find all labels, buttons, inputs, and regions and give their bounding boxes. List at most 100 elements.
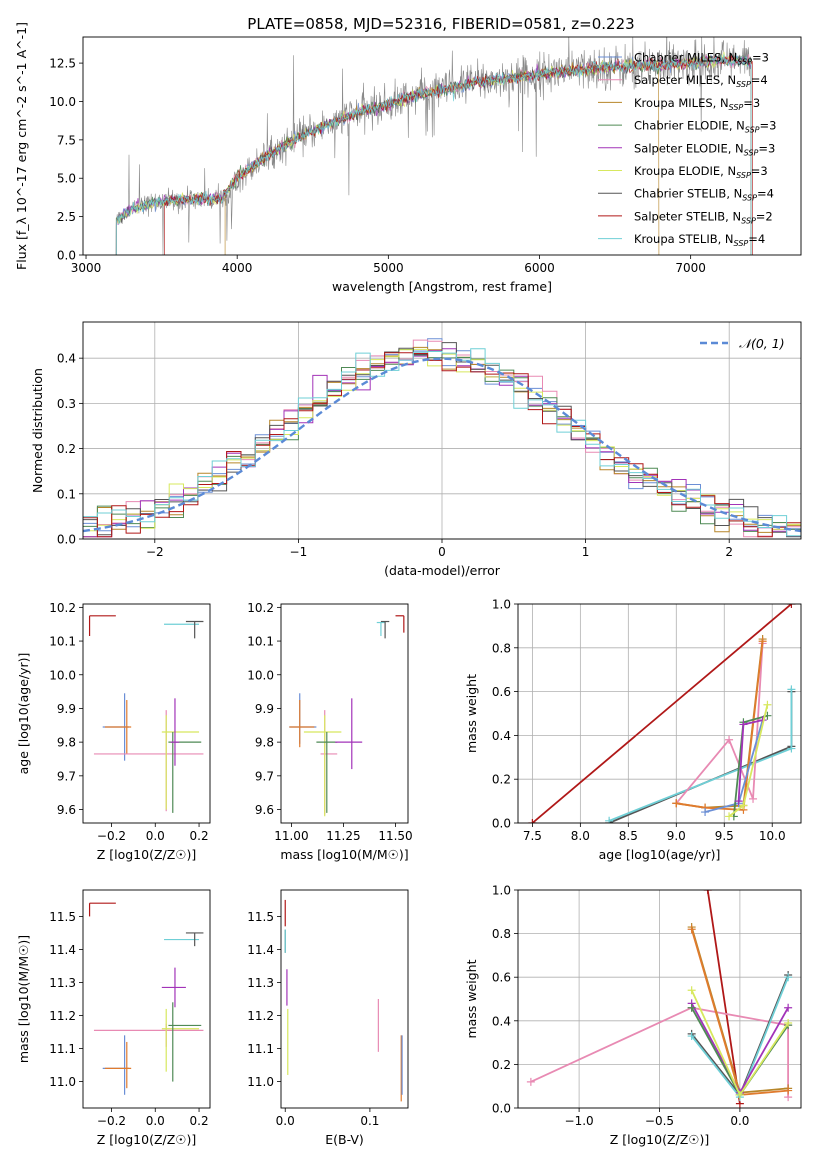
series-point (784, 1086, 793, 1095)
x-tick-label: 0.0 (146, 1114, 165, 1128)
y-axis-label: mass [log10(M/M☉)] (16, 935, 31, 1063)
y-tick-label: 11.0 (49, 1075, 76, 1089)
y-tick-label: 11.1 (49, 1042, 76, 1056)
spectrum-panel: 3000 4000 5000 6000 7000 0.0 2.5 5.0 7.5 10.0 12.5… (14, 22, 802, 294)
legend-label: Chabrier STELIB, NSSP=4 (634, 187, 774, 203)
x-tick-label: 11.25 (326, 829, 360, 843)
legend-label: 𝒩(0, 1) (739, 336, 785, 351)
y-tick-label: 0.2 (492, 1058, 511, 1072)
chart-title: PLATE=0858, MJD=52316, FIBERID=0581, z=0… (247, 15, 634, 33)
histogram-salpeter-stelib (83, 352, 801, 538)
series-line (608, 691, 793, 823)
x-tick-label: 6000 (524, 261, 555, 275)
y-axis-label: Flux [f_λ 10^-17 erg cm^-2 s^-1 A^-1] (14, 22, 29, 270)
y-tick-label: 2.5 (57, 210, 76, 224)
legend-label: Salpeter ELODIE, NSSP=3 (634, 141, 775, 157)
series-point (784, 1003, 793, 1012)
y-tick-label: 11.2 (49, 1009, 76, 1023)
y-tick-label: 0.4 (492, 729, 511, 743)
y-tick-label: 10.0 (49, 95, 76, 109)
series-point (687, 1003, 696, 1012)
age-vs-mass-panel: 11.00 11.25 11.50 9.6 9.7 9.8 9.9 10.0 10.1 10.2 m… (247, 601, 412, 862)
series-point (687, 1032, 696, 1041)
y-tick-label: 11.4 (49, 943, 76, 957)
y-axis-label: age [log10(age/yr)] (16, 653, 31, 775)
x-tick-label: 0.0 (146, 829, 165, 843)
gaussian-curve (83, 357, 801, 533)
x-tick-label: 0.2 (190, 829, 209, 843)
plot-area (115, 37, 753, 255)
y-tick-label: 0.0 (492, 817, 511, 831)
y-tick-label: 11.3 (49, 976, 76, 990)
x-axis-label: wavelength [Angstrom, rest frame] (332, 279, 552, 294)
series-line (530, 1006, 789, 1098)
y-tick-label: 9.7 (255, 769, 274, 783)
series-point (687, 986, 696, 995)
y-axis-label: mass weight (464, 674, 479, 753)
y-tick-label: 0.6 (492, 971, 511, 985)
y-axis-label: mass weight (464, 959, 479, 1038)
mass-vs-z-panel: −0.2 0.0 0.2 11.0 11.1 11.2 11.3 11.4 11.5 Z [log… (16, 889, 211, 1147)
x-tick-label: 8.5 (619, 829, 638, 843)
y-tick-label: 7.5 (57, 133, 76, 147)
y-tick-label: 1.0 (492, 884, 511, 898)
x-tick-label: 7.5 (523, 829, 542, 843)
x-tick-label: 2 (725, 545, 733, 559)
y-tick-label: 9.8 (255, 736, 274, 750)
x-axis-label: Z [log10(Z/Z☉)] (97, 847, 197, 862)
y-tick-label: 10.2 (247, 601, 274, 615)
residuals-panel: −2 −1 0 1 2 0.0 0.1 0.2 0.3 0.4 (data-model)/error… (30, 321, 802, 578)
x-axis-label: (data-model)/error (384, 563, 501, 578)
y-tick-label: 9.9 (255, 702, 274, 716)
series-point (784, 973, 793, 982)
x-tick-label: −0.5 (645, 1114, 674, 1128)
y-tick-label: 0.8 (492, 641, 511, 655)
y-tick-label: 0.0 (57, 249, 76, 263)
y-tick-label: 11.4 (247, 943, 274, 957)
y-tick-label: 0.4 (57, 352, 76, 366)
axes-frame (280, 889, 409, 1109)
plot-area (88, 902, 204, 1095)
x-axis-label: age [log10(age/yr)] (599, 847, 721, 862)
series-line (531, 604, 792, 823)
x-tick-label: −1.0 (565, 1114, 594, 1128)
y-tick-label: 11.0 (247, 1075, 274, 1089)
histogram-kroupa-stelib (83, 348, 801, 537)
axes-frame (82, 36, 802, 256)
series-point (784, 1018, 793, 1027)
y-tick-label: 0.6 (492, 685, 511, 699)
series-point (735, 1090, 744, 1099)
legend-label: Chabrier MILES, NSSP=3 (634, 51, 769, 67)
series-point (734, 797, 743, 806)
y-tick-label: 10.0 (247, 668, 274, 682)
mass-vs-ebv-panel: 0.0 0.1 11.0 11.1 11.2 11.3 11.4 11.5 E(B-V) (247, 889, 409, 1147)
x-tick-label: 3000 (71, 261, 102, 275)
y-tick-label: 9.6 (57, 803, 76, 817)
y-tick-label: 0.8 (492, 927, 511, 941)
legend-label: Kroupa MILES, NSSP=3 (634, 96, 760, 112)
axes-frame (82, 889, 211, 1109)
massweight-vs-age-panel: 7.5 8.0 8.5 9.0 9.5 10.0 0.0 0.2 0.4 0.6 0.8 1.0 age… (464, 598, 802, 862)
series-point (749, 794, 758, 803)
x-tick-label: −0.2 (97, 829, 126, 843)
series-point (528, 819, 537, 823)
y-tick-label: 0.2 (492, 773, 511, 787)
y-tick-label: 5.0 (57, 172, 76, 186)
y-tick-label: 10.1 (247, 635, 274, 649)
x-tick-label: 1 (582, 545, 590, 559)
legend-label: Salpeter STELIB, NSSP=2 (634, 209, 773, 225)
axes-frame (517, 603, 802, 824)
legend-label: Kroupa STELIB, NSSP=4 (634, 232, 765, 248)
x-tick-label: 10.0 (759, 829, 786, 843)
age-vs-z-panel: −0.2 0.0 0.2 9.6 9.7 9.8 9.9 10.0 10.1 10.2 Z [log… (16, 601, 211, 862)
plot-area (528, 604, 796, 823)
plot-area (289, 615, 405, 817)
y-tick-label: 9.6 (255, 803, 274, 817)
series-point (725, 735, 734, 744)
x-axis-label: E(B-V) (325, 1132, 364, 1147)
y-tick-label: 10.2 (49, 601, 76, 615)
y-tick-label: 9.9 (57, 702, 76, 716)
series-point (758, 637, 767, 646)
series-point (725, 812, 734, 821)
